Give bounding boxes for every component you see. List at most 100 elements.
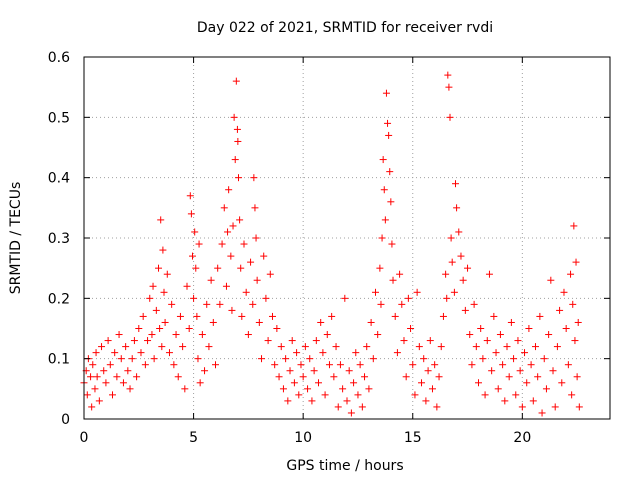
data-point [389,276,397,284]
data-point [179,343,187,351]
data-point [293,349,301,357]
data-point [396,270,404,278]
y-tick-label: 0.6 [48,50,70,66]
y-tick-label: 0.3 [48,231,70,247]
data-point [453,204,461,212]
data-point [88,403,96,411]
data-point [161,318,169,326]
data-point [527,361,535,369]
data-point [264,337,272,345]
data-point [271,361,279,369]
data-point [562,325,570,332]
data-point [404,294,412,302]
data-point [575,403,583,411]
data-point [433,403,441,411]
data-point [288,337,296,345]
data-point [87,373,95,381]
data-point [468,361,476,369]
data-point [250,174,258,182]
data-point [266,270,274,278]
data-point [312,337,320,345]
y-tick-label: 0 [61,412,70,428]
data-point [411,391,419,399]
data-point [228,306,236,314]
data-point [187,210,195,218]
data-point [334,403,342,411]
data-point [448,258,456,266]
data-point [83,391,91,399]
data-point [379,156,387,164]
data-point [435,373,443,381]
data-point [402,373,410,381]
data-point [198,331,206,339]
data-point [258,355,266,363]
data-point [413,288,421,296]
data-point [237,264,245,272]
data-point [139,312,147,320]
data-point [391,312,399,320]
data-point [376,264,384,272]
data-point [192,264,200,272]
y-tick-label: 0.5 [48,110,70,126]
data-point [363,343,371,351]
data-point [152,306,160,314]
data-point [155,264,163,272]
data-point [516,367,524,375]
data-point [95,397,103,405]
data-point [234,137,242,145]
data-point [547,276,555,284]
data-point [466,331,474,339]
data-point [231,156,239,164]
data-point [325,361,333,369]
data-point [420,355,428,363]
data-point [119,379,127,387]
data-point [113,373,121,381]
data-point [464,264,472,272]
data-point [461,306,469,314]
data-point [409,361,417,369]
x-tick-label: 15 [404,430,422,446]
data-point [135,325,143,332]
data-point [170,361,178,369]
data-point [572,258,580,266]
data-point [286,367,294,375]
data-point [295,391,303,399]
data-point [388,240,396,248]
data-point [230,113,238,121]
data-point [238,312,246,320]
data-point [358,403,366,411]
data-point [115,331,123,339]
data-point [181,385,189,393]
data-point [444,71,452,79]
data-point [133,373,141,381]
y-axis-label: SRMTID / TECUs [8,182,24,295]
data-point [336,361,344,369]
data-point [531,343,539,351]
data-point [424,367,432,375]
data-point [319,349,327,357]
data-point [196,379,204,387]
data-point [89,361,97,369]
x-tick-label: 5 [189,430,198,446]
data-point [549,367,557,375]
data-point [156,325,164,332]
data-point [126,385,134,393]
data-point [350,379,358,387]
data-point [297,361,305,369]
data-point [381,216,389,224]
data-point [483,337,491,345]
data-point [141,361,149,369]
data-point [172,331,180,339]
data-point [503,343,511,351]
data-point [149,282,157,290]
data-point [507,318,515,326]
data-point [328,312,336,320]
data-point [158,343,166,351]
data-point [174,373,182,381]
data-point [165,349,173,357]
data-point [212,361,219,369]
data-point [232,77,240,85]
data-point [315,379,323,387]
data-point [306,355,314,363]
data-point [354,391,362,399]
